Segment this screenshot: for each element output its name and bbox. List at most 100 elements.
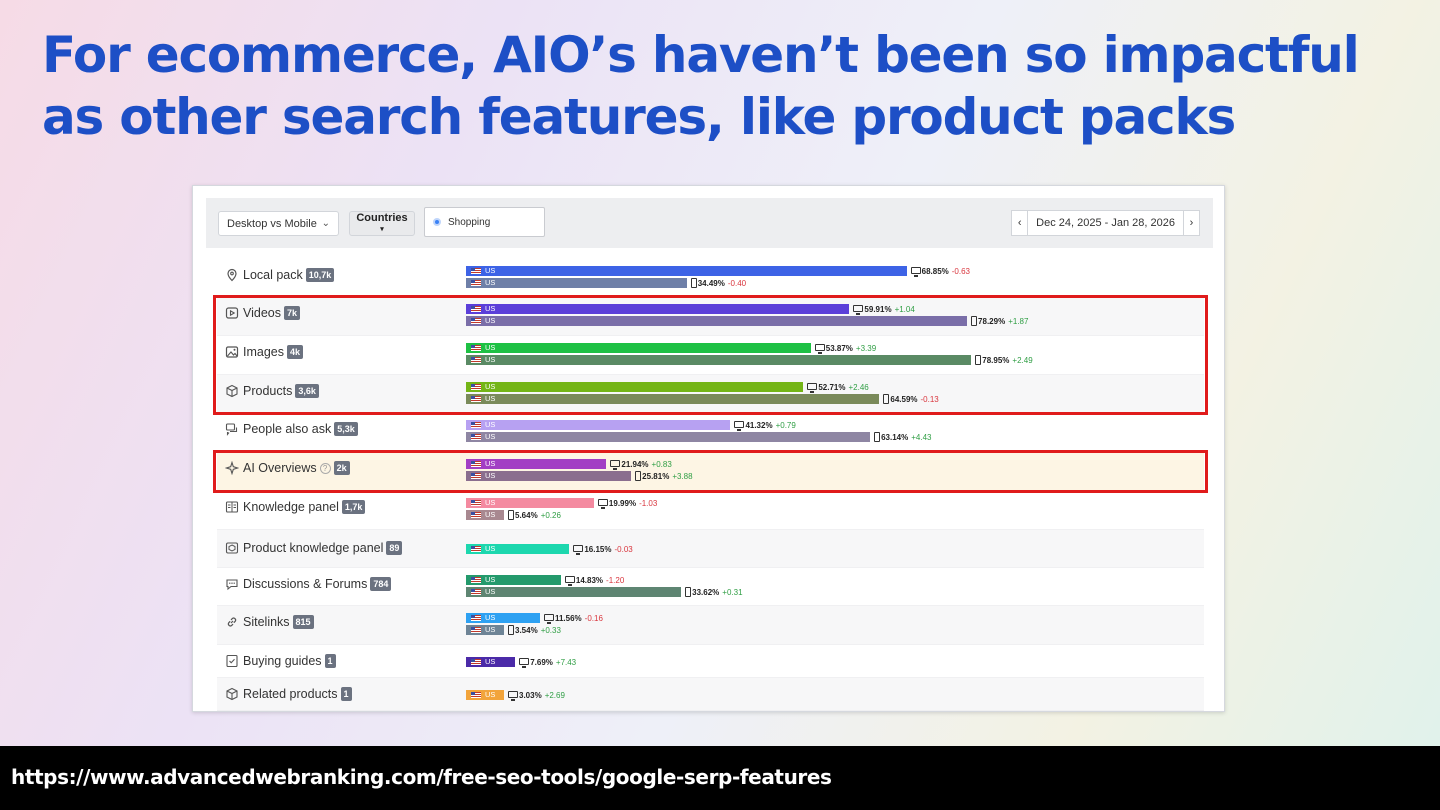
device-select[interactable]: Desktop vs Mobile ⌄ (218, 211, 339, 236)
sitelinks-mobile-bar[interactable]: US (466, 625, 504, 635)
count-badge: 10,7k (305, 268, 335, 282)
images-desktop-bar[interactable]: US (466, 343, 811, 353)
date-range[interactable]: Dec 24, 2025 - Jan 28, 2026 (1028, 210, 1183, 236)
local-pack-desktop-bar[interactable]: US (466, 266, 907, 276)
sitelinks-desktop-bar[interactable]: US (466, 613, 540, 623)
country-code: US (485, 544, 496, 553)
people-also-ask-mobile-bar[interactable]: US (466, 432, 871, 442)
shopping-label: Shopping (448, 216, 491, 228)
us-flag-icon (471, 318, 481, 324)
delta-label: +2.49 (1012, 355, 1033, 365)
delta-label: -0.16 (584, 613, 603, 623)
desktop-icon (564, 575, 575, 586)
us-flag-icon (471, 546, 481, 552)
videos-mobile-bar[interactable]: US (466, 316, 968, 326)
feature-name: Products (243, 384, 293, 398)
products-desktop-value: 52.71% +2.46 (807, 382, 869, 393)
countries-button[interactable]: Countries ▾ (349, 211, 415, 236)
desktop-icon (807, 382, 818, 393)
image-icon (225, 346, 239, 358)
products-mobile-bar[interactable]: US (466, 394, 880, 404)
sitelinks-desktop-value: 11.56% -0.16 (543, 613, 603, 624)
images-mobile-value: 78.95% +2.49 (975, 355, 1033, 365)
ai-overviews-desktop-bar[interactable]: US (466, 459, 607, 469)
related-products-desktop-value: 3.03% +2.69 (508, 690, 565, 701)
feature-row-related-products[interactable]: Related products 1 US 3.03% +2.69 (217, 678, 1204, 711)
feature-rows: Local pack 10,7k US 68.85% -0.63 US 34.49% -0.4… (213, 259, 1208, 711)
ai-overviews-mobile-bar[interactable]: US (466, 471, 632, 481)
local-pack-desktop-value: 68.85% -0.63 (910, 266, 970, 277)
count-badge: 2k (333, 461, 350, 475)
knowledge-panel-desktop-bar-line: US 19.99% -1.03 (466, 498, 657, 509)
products-desktop-bar[interactable]: US (466, 382, 804, 392)
delta-label: -0.40 (727, 278, 747, 288)
discussions-forums-desktop-bar[interactable]: US (466, 575, 561, 585)
feature-row-videos[interactable]: Videos 7k US 59.91% +1.04 US 78.29% +1.87 (217, 297, 1204, 336)
related-products-desktop-bar[interactable]: US (466, 690, 504, 700)
percent-label: 25.81% (642, 471, 670, 481)
delta-label: +2.69 (544, 690, 565, 700)
percent-label: 59.91% (864, 304, 892, 314)
count-badge: 1 (340, 687, 352, 701)
people-also-ask-mobile-value: 63.14% +4.43 (874, 432, 931, 442)
feature-row-knowledge-panel[interactable]: Knowledge panel 1,7k US 19.99% -1.03 US 5.64% +… (217, 491, 1204, 530)
toolbar: Desktop vs Mobile ⌄ Countries ▾ Shopping… (206, 198, 1213, 248)
country-code: US (485, 382, 496, 391)
feature-row-sitelinks[interactable]: Sitelinks 815 US 11.56% -0.16 US 3.54% +0.33 (217, 606, 1204, 645)
count-badge: 7k (284, 306, 301, 320)
video-icon (225, 307, 239, 319)
feature-label-products: Products 3,6k (225, 384, 319, 398)
chevron-right-icon[interactable]: › (1183, 210, 1200, 236)
us-flag-icon (471, 615, 481, 621)
chevron-left-icon[interactable]: ‹ (1011, 210, 1029, 236)
country-code: US (485, 575, 496, 584)
feature-row-local-pack[interactable]: Local pack 10,7k US 68.85% -0.63 US 34.49% -0.4… (217, 259, 1204, 297)
discussions-forums-mobile-bar[interactable]: US (466, 587, 682, 597)
box-icon (226, 687, 238, 701)
mobile-icon (508, 625, 514, 635)
local-pack-mobile-bar[interactable]: US (466, 278, 687, 288)
help-icon[interactable]: ? (319, 462, 331, 474)
feature-row-people-also-ask[interactable]: People also ask 5,3k US 41.32% +0.79 US 63.14%… (217, 413, 1204, 452)
slide-title: For ecommerce, AIO’s haven’t been so imp… (42, 26, 1360, 146)
local-pack-mobile-bar-line: US 34.49% -0.40 (466, 278, 746, 288)
us-flag-icon (471, 268, 481, 274)
percent-label: 19.99% (608, 498, 637, 508)
feature-row-ai-overviews[interactable]: AI Overviews? 2k US 21.94% +0.83 US 25.81% +3.8… (217, 452, 1204, 491)
us-flag-icon (471, 461, 481, 467)
count-badge: 89 (386, 541, 403, 555)
feature-name: Local pack (243, 268, 303, 282)
feature-name: AI Overviews (243, 461, 317, 475)
feature-row-images[interactable]: Images 4k US 53.87% +3.39 US 78.95% +2.49 (217, 336, 1204, 375)
ai-overviews-desktop-bar-line: US 21.94% +0.83 (466, 459, 672, 470)
feature-row-discussions-forums[interactable]: Discussions & Forums 784 US 14.83% -1.20 US 33… (217, 568, 1204, 606)
product-knowledge-panel-desktop-bar[interactable]: US (466, 544, 570, 554)
videos-desktop-bar[interactable]: US (466, 304, 850, 314)
images-mobile-bar-line: US 78.95% +2.49 (466, 355, 1033, 365)
feature-row-buying-guides[interactable]: Buying guides 1 US 7.69% +7.43 (217, 645, 1204, 678)
feature-name: Product knowledge panel (243, 541, 384, 555)
knowledge-panel-mobile-bar[interactable]: US (466, 510, 504, 520)
buying-guides-desktop-bar[interactable]: US (466, 657, 516, 667)
source-url[interactable]: https://www.advancedwebranking.com/free-… (11, 765, 832, 789)
feature-row-products[interactable]: Products 3,6k US 52.71% +2.46 US 64.59% -0.13 (217, 375, 1204, 413)
mobile-icon (685, 587, 692, 597)
people-also-ask-desktop-bar[interactable]: US (466, 420, 731, 430)
delta-label: +0.26 (540, 510, 561, 520)
country-code: US (485, 432, 496, 441)
knowledge-panel-desktop-bar[interactable]: US (466, 498, 594, 508)
images-mobile-bar[interactable]: US (466, 355, 972, 365)
product-panel-icon (225, 542, 239, 554)
guide-icon (226, 654, 238, 668)
mobile-icon (883, 394, 890, 404)
shopping-filter[interactable]: Shopping (424, 207, 545, 237)
us-flag-icon (471, 589, 481, 595)
percent-label: 21.94% (621, 459, 649, 469)
delta-label: +0.79 (775, 420, 796, 430)
pin-icon (227, 268, 237, 282)
percent-label: 7.69% (530, 657, 553, 667)
us-flag-icon (471, 357, 481, 363)
feature-row-product-knowledge-panel[interactable]: Product knowledge panel 89 US 16.15% -0.03 (217, 530, 1204, 568)
country-code: US (485, 420, 496, 429)
buying-guides-desktop-value: 7.69% +7.43 (519, 657, 576, 668)
